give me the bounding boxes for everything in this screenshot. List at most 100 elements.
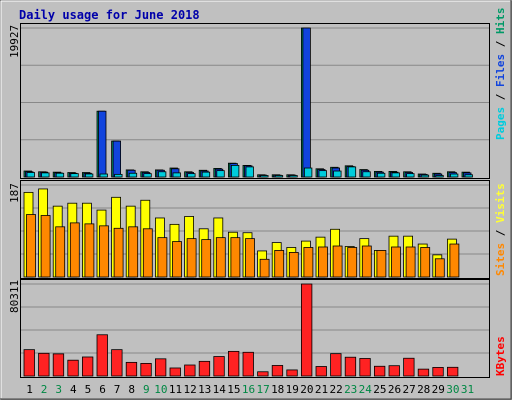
x-tick-day-22: 22 — [329, 383, 342, 396]
bar-sites-day-16 — [245, 238, 255, 278]
bar-sites-day-22 — [332, 245, 343, 278]
bar-kbytes-day-20 — [300, 283, 313, 377]
bar-kbytes-day-9 — [140, 362, 152, 377]
bar-pages-day-13 — [201, 171, 211, 178]
bar-kbytes-day-17 — [257, 371, 269, 377]
bar-pages-day-16 — [245, 166, 254, 178]
x-tick-day-30: 30 — [446, 383, 459, 396]
bar-kbytes-day-21 — [315, 366, 327, 377]
x-tick-day-16: 16 — [242, 383, 255, 396]
bar-kbytes-day-1 — [23, 349, 35, 377]
x-tick-day-12: 12 — [183, 383, 196, 396]
bar-sites-day-2 — [40, 215, 51, 278]
x-tick-day-21: 21 — [315, 383, 328, 396]
bar-sites-day-20 — [303, 247, 314, 278]
bar-sites-day-14 — [215, 237, 226, 278]
bar-sites-day-28 — [420, 247, 431, 278]
bar-pages-day-12 — [187, 173, 196, 178]
x-tick-day-3: 3 — [55, 383, 62, 396]
panel-top-frame — [20, 23, 490, 179]
bar-sites-day-30 — [449, 243, 460, 278]
bar-sites-day-18 — [274, 250, 285, 278]
x-tick-day-19: 19 — [286, 383, 299, 396]
x-tick-day-2: 2 — [41, 383, 48, 396]
bar-sites-day-6 — [99, 225, 109, 278]
bar-sites-day-23 — [347, 247, 358, 278]
bar-pages-day-29 — [435, 175, 444, 178]
panel-bottom-legend: KBytes — [494, 336, 507, 376]
bar-files-day-7 — [112, 140, 121, 178]
x-tick-day-14: 14 — [213, 383, 227, 396]
bar-pages-day-23 — [347, 166, 357, 178]
x-tick-day-7: 7 — [114, 383, 121, 396]
bar-kbytes-day-6 — [96, 334, 108, 377]
bar-kbytes-day-2 — [38, 352, 50, 377]
x-tick-day-15: 15 — [227, 383, 240, 396]
bar-sites-day-5 — [84, 223, 95, 278]
bar-kbytes-day-23 — [344, 356, 357, 377]
bar-pages-day-5 — [85, 173, 94, 178]
x-tick-day-24: 24 — [359, 383, 373, 396]
bar-pages-day-3 — [55, 172, 65, 178]
bar-kbytes-day-25 — [373, 365, 386, 377]
bar-kbytes-day-16 — [242, 351, 254, 377]
x-tick-day-27: 27 — [402, 383, 415, 396]
bar-kbytes-day-29 — [432, 367, 444, 377]
bar-sites-day-21 — [318, 246, 328, 278]
bar-files-day-20 — [302, 27, 311, 178]
bar-pages-day-15 — [230, 165, 240, 178]
bar-kbytes-day-8 — [125, 361, 138, 377]
bar-kbytes-day-19 — [286, 369, 298, 377]
bar-sites-day-29 — [434, 258, 445, 278]
bar-kbytes-day-18 — [271, 365, 284, 377]
bar-pages-day-18 — [274, 175, 284, 178]
x-tick-day-10: 10 — [154, 383, 167, 396]
panel-top-legend: Pages / Files / Hits — [494, 8, 507, 141]
bar-pages-day-7 — [114, 173, 123, 178]
bar-pages-day-31 — [464, 174, 473, 178]
bar-sites-day-27 — [405, 246, 416, 278]
bar-kbytes-day-28 — [417, 368, 430, 377]
bar-sites-day-11 — [172, 241, 182, 278]
panel-mid-legend: Sites / Visits — [494, 183, 507, 276]
legend-sites: Sites — [494, 243, 507, 276]
x-tick-day-23: 23 — [344, 383, 357, 396]
x-tick-day-26: 26 — [388, 383, 401, 396]
panel-bottom-max-label: 80311 — [8, 280, 21, 313]
x-tick-day-13: 13 — [198, 383, 211, 396]
bar-kbytes-day-15 — [227, 350, 240, 377]
bar-sites-day-7 — [113, 227, 124, 278]
bar-pages-day-28 — [420, 174, 430, 178]
bar-kbytes-day-13 — [198, 360, 211, 377]
x-tick-day-11: 11 — [169, 383, 182, 396]
bar-pages-day-26 — [391, 172, 400, 178]
bar-kbytes-day-26 — [388, 365, 400, 377]
legend-pages: Pages — [494, 107, 507, 140]
legend-visits: Visits — [494, 183, 507, 223]
legend-hits: Hits — [494, 8, 507, 35]
bar-kbytes-day-24 — [359, 358, 371, 377]
x-tick-day-8: 8 — [128, 383, 135, 396]
bar-pages-day-1 — [26, 172, 35, 178]
bar-sites-day-24 — [361, 245, 372, 278]
bar-sites-day-9 — [142, 228, 153, 278]
bar-sites-day-4 — [69, 222, 80, 278]
bar-pages-day-14 — [216, 170, 225, 178]
x-tick-day-28: 28 — [417, 383, 430, 396]
bar-pages-day-4 — [70, 173, 79, 178]
bar-kbytes-day-14 — [213, 356, 225, 377]
bar-sites-day-15 — [230, 237, 241, 278]
chart-title: Daily usage for June 2018 — [19, 8, 200, 22]
bar-pages-day-25 — [376, 172, 386, 178]
x-tick-day-31: 31 — [461, 383, 474, 396]
bar-kbytes-day-30 — [446, 366, 459, 377]
bar-kbytes-day-27 — [403, 357, 415, 377]
bar-pages-day-8 — [128, 172, 138, 178]
bar-sites-day-19 — [288, 252, 299, 278]
bars — [23, 27, 473, 377]
bar-files-day-6 — [98, 110, 107, 178]
bar-sites-day-17 — [259, 258, 270, 278]
bar-kbytes-day-7 — [111, 349, 123, 377]
bar-kbytes-day-11 — [169, 367, 181, 377]
